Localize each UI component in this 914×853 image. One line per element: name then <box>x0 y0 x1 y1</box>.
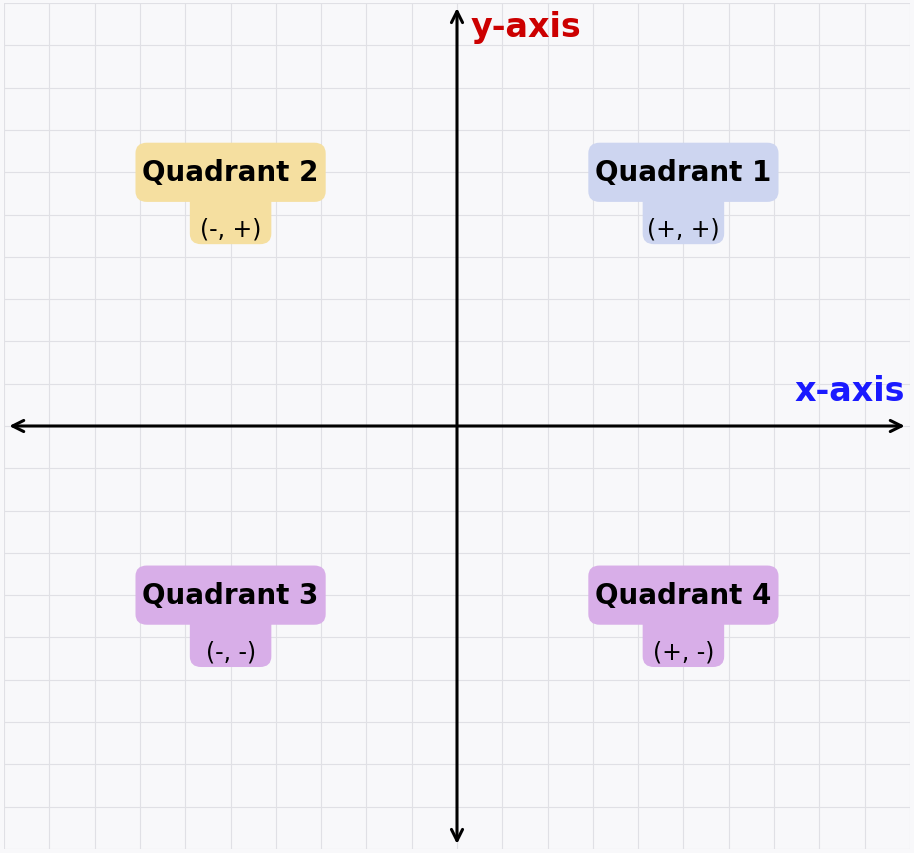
FancyBboxPatch shape <box>589 566 779 625</box>
Text: (-, +): (-, +) <box>200 217 261 241</box>
Text: (-, -): (-, -) <box>206 640 256 664</box>
Text: Quadrant 3: Quadrant 3 <box>143 582 319 609</box>
FancyBboxPatch shape <box>135 143 325 203</box>
Text: x-axis: x-axis <box>795 374 905 408</box>
FancyBboxPatch shape <box>643 192 724 245</box>
Text: (+, -): (+, -) <box>653 640 714 664</box>
Text: y-axis: y-axis <box>471 10 581 44</box>
Text: Quadrant 1: Quadrant 1 <box>595 160 771 187</box>
FancyBboxPatch shape <box>190 192 271 245</box>
Text: (+, +): (+, +) <box>647 217 719 241</box>
FancyBboxPatch shape <box>589 143 779 203</box>
Text: Quadrant 2: Quadrant 2 <box>143 160 319 187</box>
FancyBboxPatch shape <box>135 566 325 625</box>
Text: Quadrant 4: Quadrant 4 <box>595 582 771 609</box>
FancyBboxPatch shape <box>190 614 271 667</box>
FancyBboxPatch shape <box>643 614 724 667</box>
